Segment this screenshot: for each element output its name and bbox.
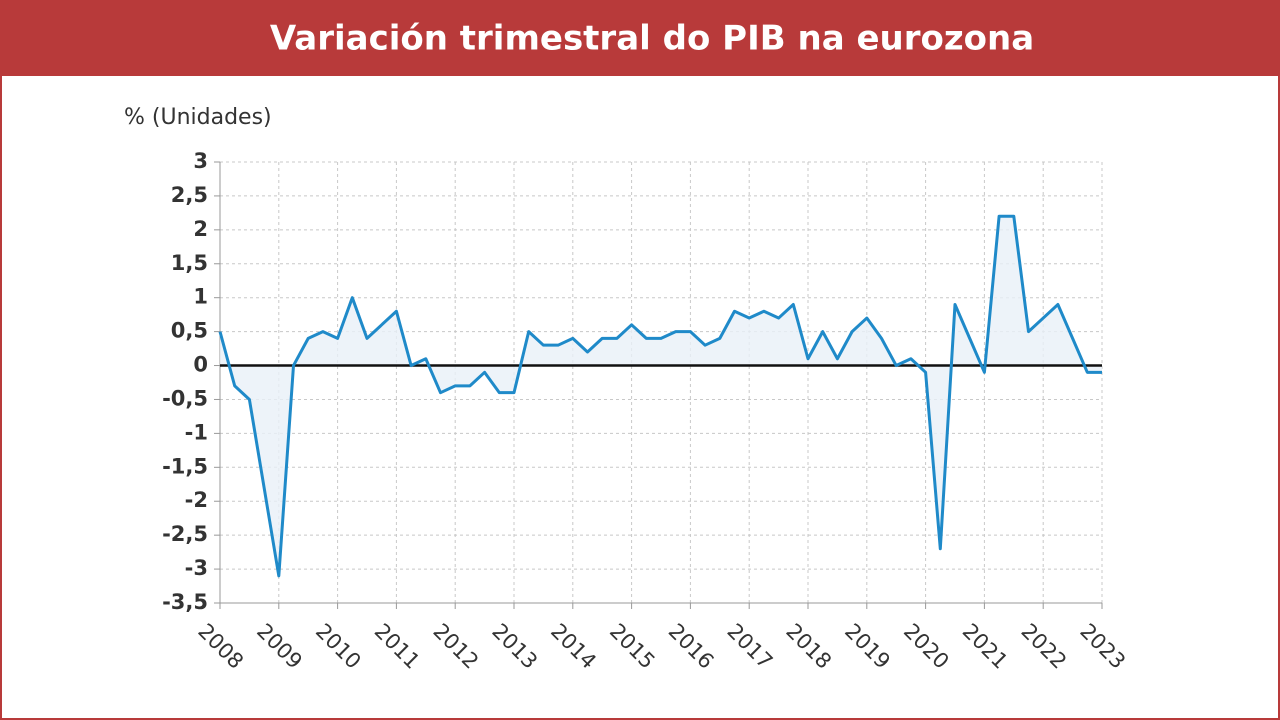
area (220, 216, 1102, 576)
y-tick-label: -0,5 (162, 386, 208, 410)
y-axis-label: % (Unidades) (124, 105, 272, 130)
y-tick-label: 0,5 (171, 319, 208, 343)
title-band (0, 0, 1280, 76)
y-tick-label: -2 (185, 488, 208, 512)
y-tick-label: -3 (185, 556, 208, 580)
y-tick-label: -1 (185, 420, 208, 444)
y-tick-label: 1 (193, 285, 208, 309)
chart-title: Variación trimestral do PIB na eurozona (270, 19, 1034, 59)
y-tick-label: -1,5 (162, 454, 208, 478)
line (218, 214, 1102, 578)
y-tick-label: 2 (193, 217, 208, 241)
y-tick-label: 3 (193, 149, 208, 173)
y-tick-label: -3,5 (162, 590, 208, 614)
y-tick-label: -2,5 (162, 522, 208, 546)
y-tick-label: 0 (193, 353, 208, 377)
y-tick-label: 2,5 (171, 183, 208, 207)
y-tick-label: 1,5 (171, 251, 208, 275)
